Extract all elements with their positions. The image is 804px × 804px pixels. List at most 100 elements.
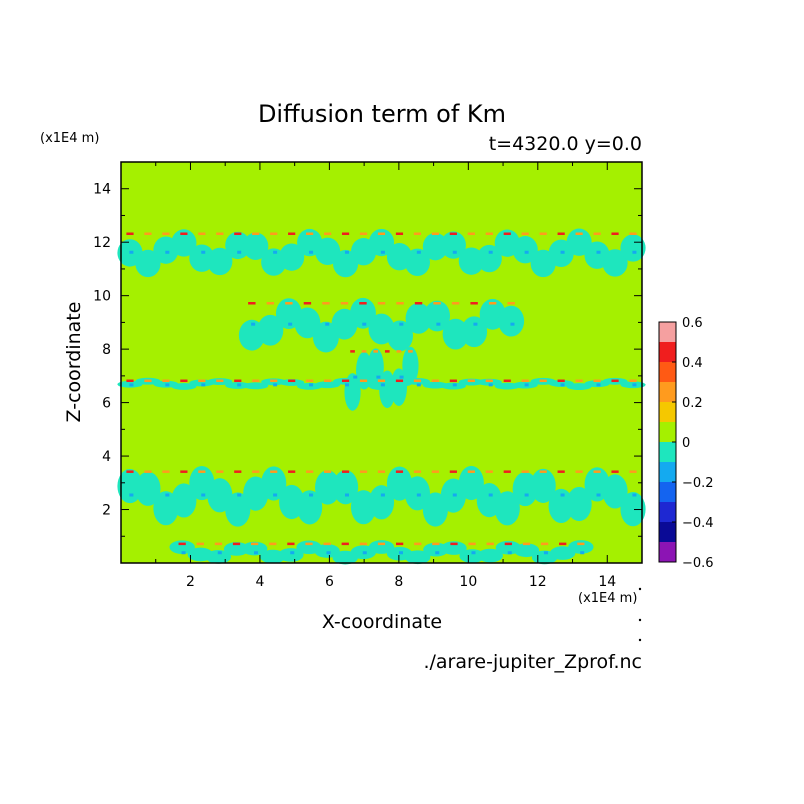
x-tick-label: 2	[186, 574, 195, 590]
field-speckle	[237, 493, 242, 497]
field-blob	[368, 383, 395, 390]
field-blob	[225, 231, 251, 260]
field-speckle	[325, 322, 330, 326]
field-speckle	[488, 302, 497, 305]
field-speckle	[180, 379, 188, 383]
field-speckle	[596, 383, 601, 387]
field-blob	[243, 232, 269, 260]
field-blob	[404, 476, 431, 511]
field-speckle	[305, 542, 313, 546]
field-blob	[207, 247, 233, 276]
field-speckle	[196, 542, 204, 546]
field-speckle	[324, 232, 332, 236]
y-tick-label: 8	[102, 342, 111, 358]
field-speckle	[216, 470, 224, 473]
feature-band	[117, 377, 646, 390]
x-tick-label: 6	[325, 574, 334, 590]
field-speckle	[251, 322, 256, 326]
field-speckle	[323, 542, 331, 546]
field-speckle	[413, 379, 422, 383]
field-speckle	[503, 379, 511, 383]
field-speckle	[575, 232, 583, 236]
field-speckle	[395, 542, 404, 546]
field-speckle	[288, 470, 296, 473]
field-blob	[461, 316, 488, 348]
field-blob	[512, 236, 538, 264]
field-blob	[171, 383, 197, 390]
field-speckle	[362, 322, 367, 326]
field-blob	[315, 381, 341, 389]
field-speckle	[432, 542, 440, 546]
field-speckle	[273, 250, 278, 254]
field-blob	[332, 470, 359, 505]
field-speckle	[270, 232, 278, 236]
colorbar-swatch	[659, 462, 676, 482]
field-blob	[315, 237, 341, 265]
x-tick-label: 8	[394, 574, 403, 590]
field-blob	[566, 228, 592, 256]
field-speckle	[507, 551, 512, 555]
field-speckle	[449, 232, 457, 236]
colorbar-swatch	[659, 342, 676, 362]
field-speckle	[611, 470, 619, 473]
field-blob	[368, 485, 395, 520]
field-speckle	[414, 302, 423, 305]
field-blob	[476, 244, 502, 273]
field-speckle	[144, 232, 152, 236]
field-speckle	[162, 470, 170, 473]
field-speckle	[557, 470, 565, 473]
y-tick-label: 6	[102, 396, 111, 412]
field-speckle	[165, 250, 170, 254]
field-speckle	[450, 542, 458, 546]
field-blob	[278, 548, 304, 562]
field-speckle	[322, 302, 330, 305]
field-speckle	[413, 232, 422, 236]
field-speckle	[467, 470, 475, 473]
colorbar-tick-label: 0.2	[682, 396, 703, 411]
field-blob	[440, 231, 466, 259]
field-speckle	[181, 551, 186, 555]
field-speckle	[559, 542, 567, 546]
field-speckle	[395, 232, 404, 236]
field-speckle	[395, 470, 404, 473]
field-speckle	[237, 383, 242, 387]
field-speckle	[449, 379, 457, 383]
field-speckle	[359, 470, 368, 473]
field-speckle	[165, 383, 170, 387]
field-speckle	[399, 375, 404, 379]
field-speckle	[273, 383, 278, 387]
y-tick-label: 14	[93, 182, 111, 198]
field-blob	[171, 229, 197, 257]
field-speckle	[359, 542, 368, 546]
y-tick-label: 4	[102, 449, 111, 465]
field-speckle	[557, 232, 565, 236]
field-speckle	[596, 250, 601, 254]
field-blob	[135, 249, 161, 278]
corner-markers	[638, 587, 642, 642]
field-speckle	[451, 302, 460, 305]
colorbar-swatch	[659, 382, 676, 402]
x-tick-label: 10	[459, 574, 477, 590]
field-speckle	[413, 470, 422, 473]
field-speckle	[162, 232, 170, 236]
field-blob	[550, 546, 576, 560]
field-speckle	[198, 379, 206, 383]
field-speckle	[341, 379, 350, 383]
chart-title: Diffusion term of Km	[258, 100, 506, 128]
field-speckle	[340, 302, 349, 305]
field-speckle	[324, 470, 332, 473]
x-unit-label: (x1E4 m)	[578, 591, 637, 606]
field-speckle	[539, 232, 547, 236]
colorbar-swatch	[659, 322, 676, 342]
field-blob	[477, 548, 503, 563]
field-speckle	[395, 379, 404, 383]
field-blob	[459, 549, 485, 563]
field-speckle	[377, 232, 386, 236]
field-speckle	[126, 379, 134, 383]
field-speckle	[629, 232, 637, 236]
y-tick-label: 10	[93, 289, 111, 305]
field-speckle	[380, 493, 385, 497]
plot-area	[117, 161, 646, 565]
field-speckle	[629, 470, 637, 473]
